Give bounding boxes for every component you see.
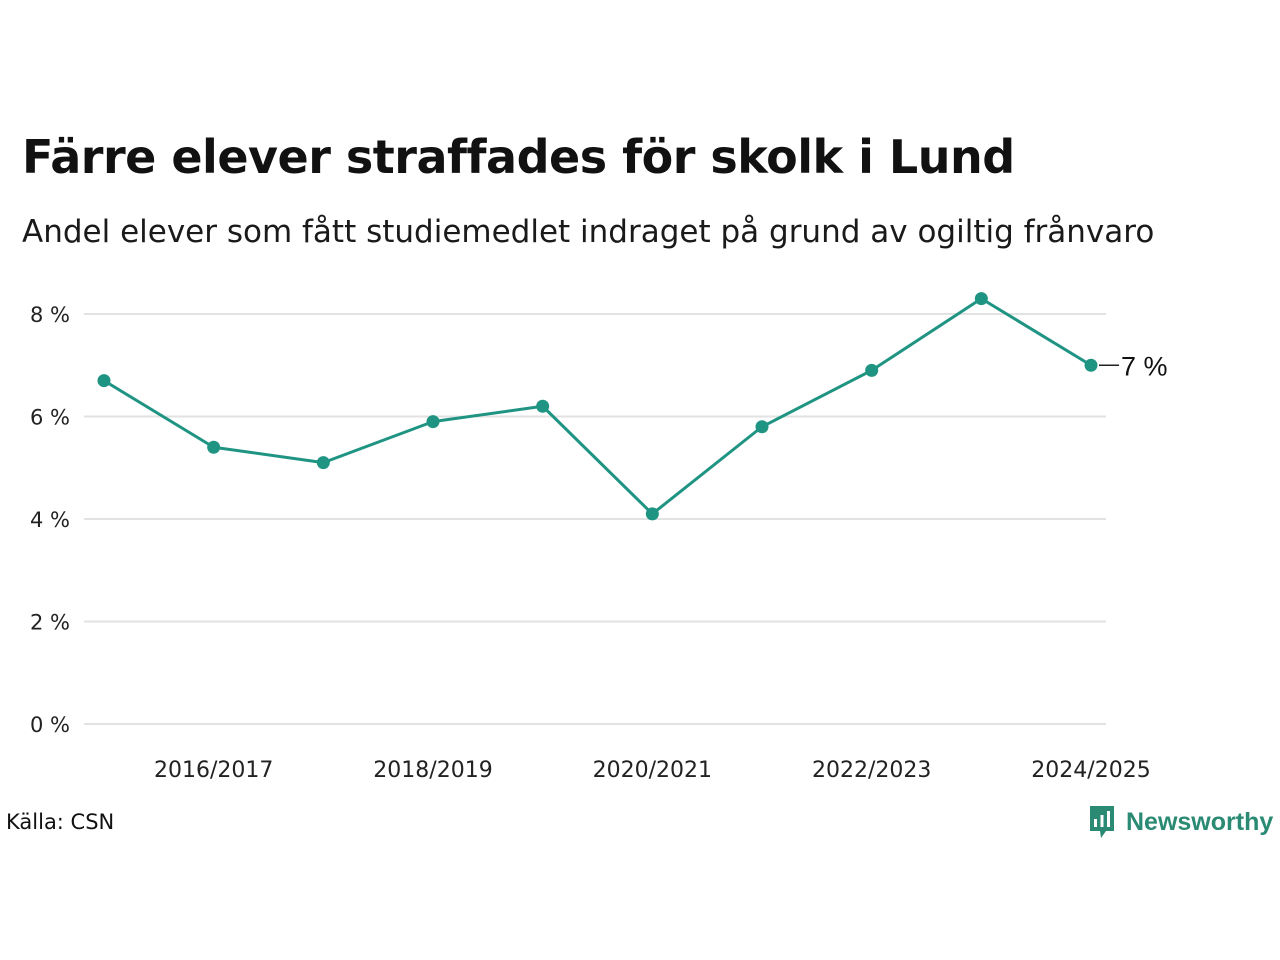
- x-tick-label: 2018/2019: [373, 758, 492, 783]
- x-tick-label: 2020/2021: [593, 758, 712, 783]
- y-axis-ticks: 0 % 2 % 4 % 6 % 8 %: [30, 303, 70, 737]
- newsworthy-logo-icon: [1090, 806, 1114, 838]
- series-line: [97, 292, 1098, 521]
- x-tick-label: 2022/2023: [812, 758, 931, 783]
- y-tick-label: 8 %: [30, 303, 70, 327]
- chart-subtitle: Andel elever som fått studiemedlet indra…: [22, 214, 1155, 250]
- data-point: [316, 456, 330, 470]
- end-label-group: 7 %: [1099, 351, 1168, 381]
- x-axis-ticks: 2016/2017 2018/2019 2020/2021 2022/2023 2024…: [154, 758, 1151, 783]
- data-point: [536, 399, 550, 413]
- x-tick-label: 2024/2025: [1031, 758, 1150, 783]
- data-point: [97, 374, 111, 388]
- y-tick-label: 4 %: [30, 508, 70, 532]
- grid-lines: [84, 313, 1106, 725]
- data-point: [1084, 358, 1098, 372]
- y-tick-label: 2 %: [30, 611, 70, 635]
- data-point: [426, 415, 440, 429]
- chart-title: Färre elever straffades för skolk i Lund: [22, 130, 1015, 184]
- data-point: [645, 507, 659, 521]
- end-value-label: 7 %: [1121, 351, 1168, 381]
- brand-name: Newsworthy: [1126, 807, 1274, 836]
- x-tick-label: 2016/2017: [154, 758, 273, 783]
- series-line-path: [103, 297, 1092, 516]
- source-note: Källa: CSN: [6, 810, 115, 834]
- brand-logo[interactable]: Newsworthy: [1088, 804, 1273, 840]
- data-point: [974, 292, 988, 306]
- data-point: [207, 440, 221, 454]
- y-tick-label: 0 %: [30, 713, 70, 737]
- data-point: [865, 363, 879, 377]
- data-point: [755, 420, 769, 434]
- y-tick-label: 6 %: [30, 406, 70, 430]
